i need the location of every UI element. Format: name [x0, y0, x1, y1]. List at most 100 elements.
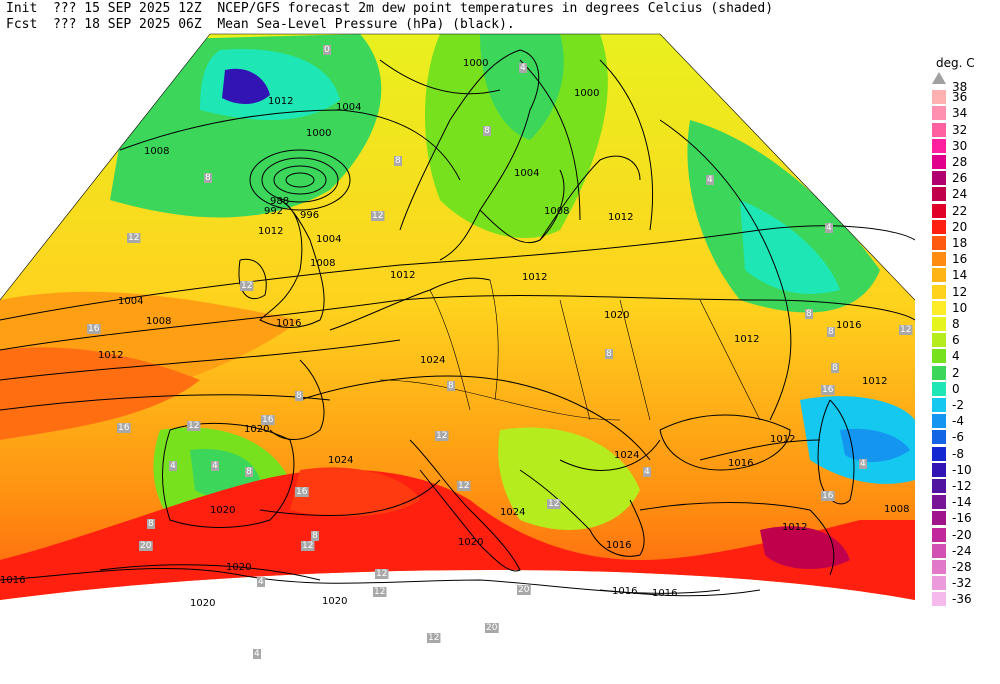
- legend-swatch: [932, 560, 946, 574]
- isobar-label: 1016: [652, 588, 677, 599]
- dewpoint-label: 8: [205, 173, 211, 183]
- dewpoint-label-box: [257, 577, 265, 587]
- dewpoint-label-box: [483, 126, 491, 136]
- dewpoint-label: 8: [246, 467, 252, 477]
- legend-label: 32: [952, 122, 968, 137]
- header-title-line1: NCEP/GFS forecast 2m dew point temperatu…: [217, 1, 774, 16]
- fcst-time: ??? 18 SEP 2025 06Z: [52, 17, 202, 32]
- dewpoint-label-box: [375, 569, 389, 579]
- isobar-label: 1020: [210, 505, 235, 516]
- legend-swatch: [932, 349, 946, 364]
- legend-swatch: [932, 333, 946, 348]
- isobar-label: 1012: [782, 522, 807, 533]
- dewpoint-label: 12: [458, 481, 469, 491]
- isobar-label: 1004: [316, 234, 341, 245]
- dewpoint-label: 8: [296, 391, 302, 401]
- legend-label: -10: [952, 462, 972, 477]
- legend-swatch: [932, 430, 946, 445]
- dewpoint-label-box: [147, 519, 155, 529]
- legend-label: 4: [952, 349, 960, 364]
- legend-swatch: [932, 203, 946, 218]
- legend-swatch: [932, 300, 946, 315]
- legend-swatch: [932, 106, 946, 121]
- dewpoint-label: 0: [324, 45, 330, 55]
- isobar-label: 992: [264, 206, 283, 217]
- legend-swatch: [932, 511, 946, 526]
- dewpoint-label: 8: [312, 531, 318, 541]
- isobar-label: 1012: [258, 226, 283, 237]
- legend-label: -4: [952, 414, 964, 429]
- dewpoint-label-box: [169, 461, 177, 471]
- plot-header: Init ??? 15 SEP 2025 12Z NCEP/GFS foreca…: [6, 1, 773, 33]
- dewpoint-label-box: [261, 415, 275, 425]
- legend-swatch: [932, 495, 946, 510]
- dewpoint-label: 8: [484, 126, 490, 136]
- dewpoint-label: 8: [828, 327, 834, 337]
- dewpoint-label: 8: [448, 381, 454, 391]
- legend-swatch: [932, 90, 946, 105]
- legend-swatch: [932, 543, 946, 558]
- dewpoint-label: 12: [241, 281, 252, 291]
- dewpoint-label: 12: [428, 633, 439, 643]
- legend-swatch: [932, 171, 946, 186]
- legend-swatch: [932, 268, 946, 283]
- dewpoint-label-box: [187, 421, 201, 431]
- legend-label: 10: [952, 300, 968, 315]
- dewpoint-label: 16: [822, 491, 834, 501]
- dewpoint-label: 12: [548, 499, 559, 509]
- isobar-label: 1020: [190, 598, 215, 609]
- dewpoint-label-box: [211, 461, 219, 471]
- isobar-label: 1000: [306, 128, 331, 139]
- legend-label: 26: [952, 171, 968, 186]
- legend-label: 34: [952, 106, 968, 121]
- dewpoint-label-box: [245, 467, 253, 477]
- isobar-label: 1016: [612, 586, 637, 597]
- dewpoint-label-box: [447, 381, 455, 391]
- legend-label: 12: [952, 284, 968, 299]
- init-prefix: Init: [6, 1, 38, 16]
- dewpoint-label-boxes: [87, 45, 913, 659]
- map-boundary: [0, 33, 916, 301]
- isobar-label: 1016: [728, 458, 753, 469]
- dewpoint-label-box: [435, 431, 449, 441]
- legend-label: -20: [952, 527, 972, 542]
- legend-label: -14: [952, 495, 972, 510]
- dewpoint-label-box: [899, 325, 913, 335]
- dewpoint-label-box: [371, 211, 385, 221]
- dewpoint-label-box: [519, 63, 527, 73]
- legend-swatch: [932, 592, 946, 607]
- legend-swatch: [932, 219, 946, 234]
- dewpoint-label-box: [373, 587, 387, 597]
- legend-swatch: [932, 236, 946, 250]
- dewpoint-shading: [0, 34, 915, 600]
- dewpoint-label-layer: 0 4 8 8 12 8 12 12 16 16 12 8 4 4 8 16 1…: [88, 45, 911, 659]
- legend-label: 16: [952, 252, 968, 267]
- header-title-line2: Mean Sea-Level Pressure (hPa) (black).: [217, 17, 515, 32]
- dewpoint-label: 16: [296, 487, 308, 497]
- legend-label: -12: [952, 479, 972, 493]
- legend-swatch: [932, 252, 946, 267]
- isobar-label: 1020: [458, 537, 483, 548]
- dewpoint-label-box: [87, 324, 101, 334]
- isobar-label: 1012: [862, 376, 887, 387]
- legend-swatch: [932, 317, 946, 331]
- dewpoint-label: 8: [395, 156, 401, 166]
- dewpoint-label: 4: [254, 649, 260, 659]
- coastlines: [0, 49, 855, 594]
- isobar-label: 1004: [118, 296, 143, 307]
- isobars: [0, 59, 916, 597]
- legend-label: 22: [952, 203, 968, 218]
- dewpoint-label: 12: [128, 233, 139, 243]
- isobar-label: 1012: [390, 270, 415, 281]
- dewpoint-label: 12: [372, 211, 383, 221]
- dewpoint-label: 16: [822, 385, 834, 395]
- legend-swatch: [932, 479, 946, 493]
- isobar-label: 1020: [322, 596, 347, 607]
- dewpoint-label-box: [127, 233, 141, 243]
- dewpoint-label: 4: [644, 467, 650, 477]
- dewpoint-label-box: [805, 309, 813, 319]
- isobar-label: 1012: [98, 350, 123, 361]
- legend-unit: deg. C: [936, 56, 975, 70]
- forecast-map: 1000 1004 1000 1008 1012 1004 1008 1012 …: [0, 33, 916, 659]
- dewpoint-label-box: [706, 175, 714, 185]
